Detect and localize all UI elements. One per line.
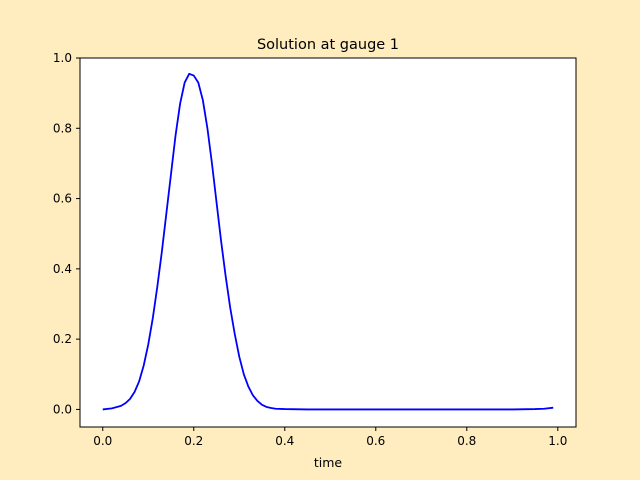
y-tick-label: 0.2 xyxy=(53,332,72,346)
x-tick-label: 0.2 xyxy=(184,434,203,448)
y-tick-label: 0.8 xyxy=(53,121,72,135)
x-axis-ticks: 0.0 0.2 0.4 0.6 0.8 1.0 xyxy=(93,427,567,448)
plot-frame xyxy=(79,57,577,428)
x-tick-label: 0.6 xyxy=(366,434,385,448)
y-axis-ticks: 0.0 0.2 0.4 0.6 0.8 1.0 xyxy=(53,51,80,416)
x-tick-label: 0.0 xyxy=(93,434,112,448)
y-tick-label: 0.4 xyxy=(53,262,72,276)
series-layer xyxy=(102,72,554,411)
x-tick-label: 0.8 xyxy=(457,434,476,448)
x-tick-label: 0.4 xyxy=(275,434,294,448)
plot-area xyxy=(80,58,576,427)
x-tick-label: 1.0 xyxy=(548,434,567,448)
y-tick-label: 1.0 xyxy=(53,51,72,65)
x-axis-label: time xyxy=(314,455,343,470)
chart-title: Solution at gauge 1 xyxy=(257,37,399,53)
y-tick-label: 0.0 xyxy=(53,402,72,416)
series-line xyxy=(102,72,554,411)
y-tick-label: 0.6 xyxy=(53,192,72,206)
